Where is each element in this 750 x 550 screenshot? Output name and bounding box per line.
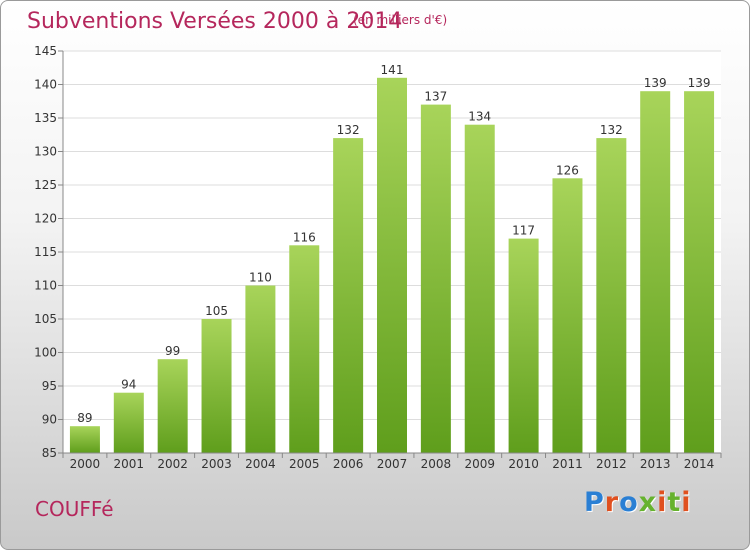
- bar: [113, 392, 144, 453]
- data-label: 139: [644, 76, 667, 90]
- y-tick-label: 95: [42, 379, 57, 393]
- x-tick-label: 2004: [245, 457, 276, 471]
- data-label: 110: [249, 271, 272, 285]
- bar: [684, 91, 715, 453]
- y-tick-label: 90: [42, 413, 57, 427]
- logo-letter: t: [667, 487, 682, 518]
- data-label: 134: [468, 110, 491, 124]
- proxiti-logo: Proxiti: [584, 487, 692, 518]
- x-tick-label: 2013: [640, 457, 671, 471]
- x-tick-label: 2003: [201, 457, 232, 471]
- x-tick-label: 2011: [552, 457, 583, 471]
- y-tick-label: 110: [34, 279, 57, 293]
- x-tick-label: 2008: [421, 457, 452, 471]
- data-label: 99: [165, 344, 180, 358]
- bar: [377, 77, 407, 454]
- y-tick-label: 140: [34, 78, 57, 92]
- logo-letter: x: [638, 487, 658, 518]
- bar: [640, 91, 671, 453]
- bar: [245, 285, 276, 453]
- bar: [464, 124, 495, 453]
- data-label: 94: [121, 378, 136, 392]
- y-tick-label: 130: [34, 145, 57, 159]
- bar: [420, 104, 451, 453]
- data-label: 105: [205, 304, 228, 318]
- x-tick-label: 2001: [114, 457, 145, 471]
- y-tick-label: 85: [42, 446, 57, 460]
- bar: [596, 138, 627, 453]
- chart-subtitle: (en milliers d'€): [353, 13, 448, 27]
- logo-letter: i: [681, 487, 692, 518]
- x-tick-label: 2012: [596, 457, 627, 471]
- commune-name: COUFFé: [35, 497, 114, 521]
- data-label: 132: [337, 123, 360, 137]
- bar: [69, 426, 100, 453]
- x-tick-label: 2010: [508, 457, 539, 471]
- data-label: 141: [381, 63, 404, 77]
- bar: [157, 359, 188, 453]
- data-label: 137: [424, 90, 447, 104]
- x-tick-label: 2006: [333, 457, 364, 471]
- y-tick-label: 115: [34, 245, 57, 259]
- x-tick-label: 2005: [289, 457, 320, 471]
- y-tick-label: 120: [34, 212, 57, 226]
- data-label: 132: [600, 123, 623, 137]
- x-tick-label: 2009: [464, 457, 495, 471]
- logo-letter: P: [584, 487, 605, 518]
- y-tick-label: 125: [34, 178, 57, 192]
- bar: [552, 178, 583, 454]
- data-label: 126: [556, 163, 579, 177]
- y-tick-label: 105: [34, 312, 57, 326]
- x-tick-label: 2002: [157, 457, 188, 471]
- x-tick-label: 2007: [377, 457, 408, 471]
- data-label: 89: [77, 411, 92, 425]
- data-label: 116: [293, 230, 316, 244]
- logo-letter: i: [657, 487, 668, 518]
- bar: [333, 138, 364, 453]
- data-label: 139: [688, 76, 711, 90]
- bar: [508, 238, 539, 453]
- y-tick-label: 145: [34, 44, 57, 58]
- y-tick-label: 135: [34, 111, 57, 125]
- logo-letter: r: [604, 487, 620, 518]
- bar: [289, 245, 320, 453]
- x-tick-label: 2000: [70, 457, 101, 471]
- data-label: 117: [512, 224, 535, 238]
- y-tick-label: 100: [34, 346, 57, 360]
- chart-title: Subventions Versées 2000 à 2014: [27, 9, 403, 34]
- logo-letter: o: [619, 487, 639, 518]
- bar: [201, 319, 232, 453]
- x-tick-label: 2014: [684, 457, 715, 471]
